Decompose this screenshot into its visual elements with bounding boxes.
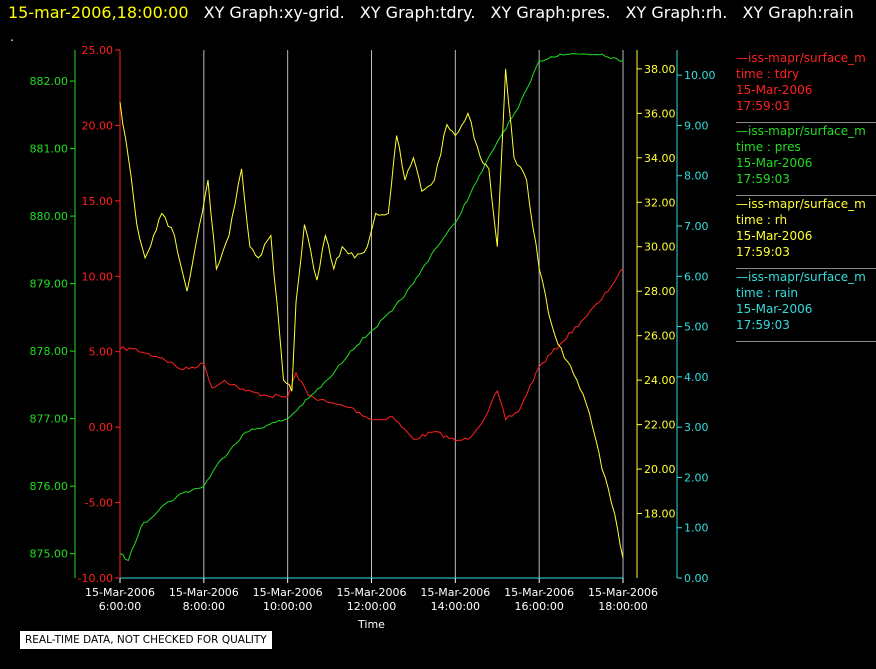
x-tick-label-time: 16:00:00	[514, 600, 563, 613]
series-line-pres	[119, 53, 624, 562]
legend-time: 17:59:03	[736, 99, 790, 113]
y-tick-label-rain: 5.00	[684, 321, 709, 334]
y-tick-label-pres: 879.00	[30, 278, 69, 291]
x-tick-label-time: 10:00:00	[263, 600, 312, 613]
y-tick-label-pres: 882.00	[30, 75, 69, 88]
y-tick-label-tdry: 25.00	[82, 44, 114, 57]
y-tick-label-rain: 0.00	[684, 572, 709, 585]
graph-title-rain: XY Graph:rain	[742, 3, 854, 22]
x-axis-label: Time	[357, 618, 385, 631]
x-tick-label-date: 15-Mar-2006	[253, 586, 323, 599]
y-tick-label-rh: 18.00	[644, 508, 676, 521]
graph-title-rh: XY Graph:rh.	[625, 3, 728, 22]
y-tick-label-pres: 878.00	[30, 345, 69, 358]
legend-entry-tdry[interactable]: —iss-mapr/surface_m time : tdry 15-Mar-2…	[736, 50, 876, 123]
y-tick-label-tdry: 10.00	[82, 270, 114, 283]
x-tick-label-time: 6:00:00	[99, 600, 141, 613]
graph-title-pres: XY Graph:pres.	[490, 3, 611, 22]
legend-variable: time : pres	[736, 140, 801, 154]
legend-date: 15-Mar-2006	[736, 302, 813, 316]
x-tick-label-date: 15-Mar-2006	[169, 586, 239, 599]
legend-time: 17:59:03	[736, 245, 790, 259]
legend-source: —iss-mapr/surface_m	[736, 270, 866, 284]
y-tick-label-rh: 34.00	[644, 152, 676, 165]
x-tick-label-date: 15-Mar-2006	[85, 586, 155, 599]
legend-time: 17:59:03	[736, 172, 790, 186]
y-tick-label-rh: 26.00	[644, 330, 676, 343]
y-tick-label-rain: 6.00	[684, 270, 709, 283]
legend-variable: time : rh	[736, 213, 788, 227]
x-tick-label-date: 15-Mar-2006	[420, 586, 490, 599]
y-tick-label-rain: 4.00	[684, 371, 709, 384]
legend-time: 17:59:03	[736, 318, 790, 332]
legend-date: 15-Mar-2006	[736, 83, 813, 97]
y-tick-label-rh: 22.00	[644, 419, 676, 432]
legend-source: —iss-mapr/surface_m	[736, 197, 866, 211]
dot-marker: .	[10, 30, 14, 44]
series-line-rh	[119, 68, 624, 559]
legend-variable: time : rain	[736, 286, 799, 300]
y-tick-label-rh: 38.00	[644, 63, 676, 76]
series-line-tdry	[119, 268, 624, 442]
x-tick-label-time: 12:00:00	[347, 600, 396, 613]
y-tick-label-rain: 10.00	[684, 69, 716, 82]
y-tick-label-rh: 36.00	[644, 107, 676, 120]
x-tick-label-date: 15-Mar-2006	[588, 586, 658, 599]
y-tick-label-rh: 28.00	[644, 285, 676, 298]
x-tick-label-time: 14:00:00	[431, 600, 480, 613]
y-tick-label-rain: 2.00	[684, 471, 709, 484]
y-tick-label-pres: 881.00	[30, 143, 69, 156]
x-tick-label-time: 8:00:00	[183, 600, 225, 613]
y-tick-label-pres: 876.00	[30, 480, 69, 493]
legend-date: 15-Mar-2006	[736, 156, 813, 170]
graph-title-tdry: XY Graph:tdry.	[359, 3, 476, 22]
legend-source: —iss-mapr/surface_m	[736, 51, 866, 65]
y-tick-label-rh: 24.00	[644, 374, 676, 387]
y-tick-label-pres: 880.00	[30, 210, 69, 223]
y-tick-label-tdry: -5.00	[85, 497, 113, 510]
legend-source: —iss-mapr/surface_m	[736, 124, 866, 138]
x-tick-label-date: 15-Mar-2006	[504, 586, 574, 599]
y-tick-label-tdry: 5.00	[89, 346, 114, 359]
y-tick-label-rain: 3.00	[684, 421, 709, 434]
y-tick-label-rain: 7.00	[684, 220, 709, 233]
y-tick-label-rh: 20.00	[644, 463, 676, 476]
header-bar: 15-mar-2006,18:00:00 XY Graph:xy-grid. X…	[0, 0, 876, 30]
legend-date: 15-Mar-2006	[736, 229, 813, 243]
y-tick-label-rain: 9.00	[684, 119, 709, 132]
timestamp: 15-mar-2006,18:00:00	[8, 3, 189, 22]
legend-variable: time : tdry	[736, 67, 800, 81]
legend: —iss-mapr/surface_m time : tdry 15-Mar-2…	[736, 50, 876, 342]
y-tick-label-rh: 30.00	[644, 241, 676, 254]
y-tick-label-tdry: 20.00	[82, 119, 114, 132]
x-tick-label-time: 18:00:00	[598, 600, 647, 613]
graph-title-xy-grid: XY Graph:xy-grid.	[203, 3, 345, 22]
y-tick-label-pres: 877.00	[30, 413, 69, 426]
x-tick-label-date: 15-Mar-2006	[337, 586, 407, 599]
y-tick-label-rain: 1.00	[684, 522, 709, 535]
y-tick-label-tdry: 0.00	[89, 421, 114, 434]
y-tick-label-tdry: 15.00	[82, 195, 114, 208]
y-tick-label-tdry: -10.00	[78, 572, 113, 585]
legend-entry-pres[interactable]: —iss-mapr/surface_m time : pres 15-Mar-2…	[736, 123, 876, 196]
y-tick-label-rain: 8.00	[684, 170, 709, 183]
quality-disclaimer: REAL-TIME DATA, NOT CHECKED FOR QUALITY	[20, 631, 272, 649]
y-tick-label-pres: 875.00	[30, 548, 69, 561]
legend-entry-rain[interactable]: —iss-mapr/surface_m time : rain 15-Mar-2…	[736, 269, 876, 342]
legend-entry-rh[interactable]: —iss-mapr/surface_m time : rh 15-Mar-200…	[736, 196, 876, 269]
y-tick-label-rh: 32.00	[644, 196, 676, 209]
